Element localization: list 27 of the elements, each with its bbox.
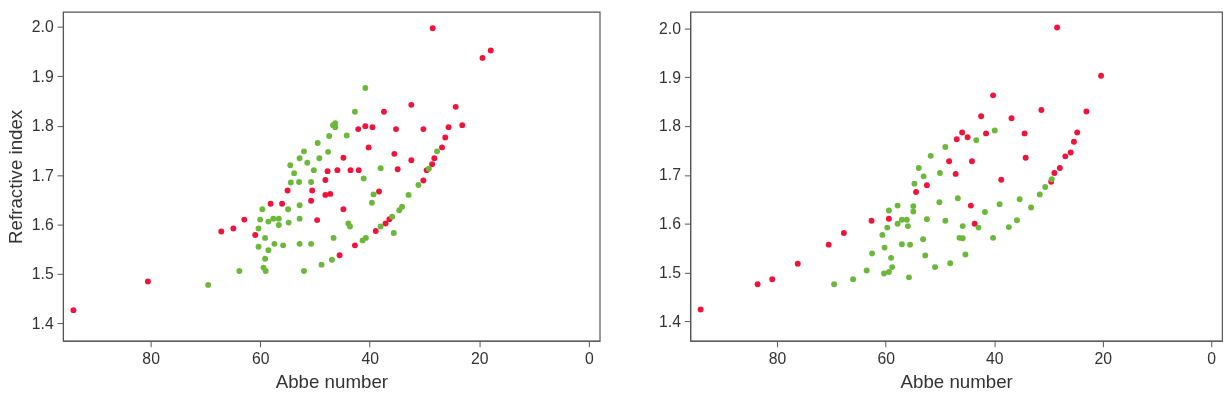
y-tick-label: 1.5 bbox=[659, 263, 682, 281]
y-tick-label: 1.8 bbox=[659, 117, 682, 135]
y-tick-label: 1.6 bbox=[31, 215, 54, 233]
x-tick-label: 60 bbox=[251, 349, 270, 367]
x-tick-label: 0 bbox=[1207, 349, 1217, 367]
x-tick-label: 80 bbox=[768, 349, 787, 367]
x-tick-label: 80 bbox=[142, 349, 161, 367]
y-tick-label: 1.6 bbox=[659, 215, 682, 233]
x-axis-title: Abbe number bbox=[275, 370, 389, 392]
y-tick-label: 1.4 bbox=[659, 312, 682, 330]
y-axis-title: Refractive index bbox=[4, 109, 26, 244]
x-tick-label: 40 bbox=[985, 349, 1004, 367]
x-tick-label: 40 bbox=[361, 349, 380, 367]
y-tick-label: 1.9 bbox=[659, 68, 682, 86]
x-axis-title: Abbe number bbox=[900, 370, 1013, 392]
y-tick-label: 1.8 bbox=[31, 117, 54, 135]
y-tick-label: 1.7 bbox=[659, 166, 681, 184]
y-tick-label: 2.0 bbox=[659, 19, 682, 37]
y-tick-label: 1.9 bbox=[31, 67, 54, 85]
x-tick-label: 60 bbox=[877, 349, 896, 367]
x-tick-label: 0 bbox=[584, 349, 594, 367]
y-tick-label: 1.5 bbox=[31, 265, 54, 283]
x-tick-label: 20 bbox=[470, 349, 489, 367]
x-tick-label: 20 bbox=[1094, 349, 1113, 367]
y-tick-label: 2.0 bbox=[31, 18, 54, 36]
y-tick-label: 1.7 bbox=[31, 166, 54, 184]
y-tick-label: 1.4 bbox=[31, 314, 54, 332]
